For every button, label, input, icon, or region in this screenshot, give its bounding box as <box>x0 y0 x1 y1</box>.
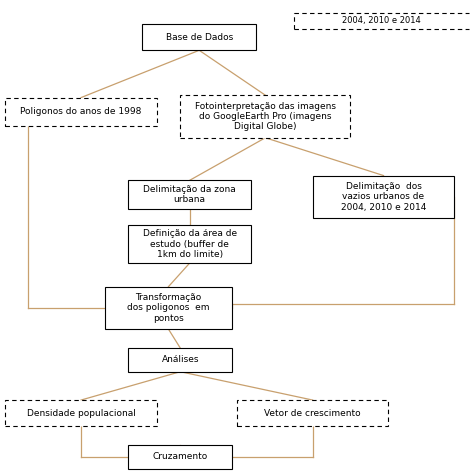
Text: Fotointerpretação das imagens
do GoogleEarth Pro (imagens
Digital Globe): Fotointerpretação das imagens do GoogleE… <box>195 101 336 131</box>
Text: 2004, 2010 e 2014: 2004, 2010 e 2014 <box>342 16 420 25</box>
FancyBboxPatch shape <box>313 175 455 218</box>
FancyBboxPatch shape <box>180 95 350 138</box>
Text: Vetor de crescimento: Vetor de crescimento <box>264 409 361 418</box>
FancyBboxPatch shape <box>105 287 232 329</box>
Text: Cruzamento: Cruzamento <box>153 452 208 461</box>
Text: Análises: Análises <box>162 356 199 365</box>
Text: Densidade populacional: Densidade populacional <box>27 409 136 418</box>
FancyBboxPatch shape <box>128 180 251 209</box>
Text: Poligonos do anos de 1998: Poligonos do anos de 1998 <box>20 107 142 116</box>
FancyBboxPatch shape <box>237 400 388 426</box>
FancyBboxPatch shape <box>128 348 232 372</box>
FancyBboxPatch shape <box>128 225 251 263</box>
FancyBboxPatch shape <box>143 24 256 50</box>
FancyBboxPatch shape <box>128 445 232 469</box>
Text: Definição da área de
estudo (buffer de
1km do limite): Definição da área de estudo (buffer de 1… <box>143 229 237 259</box>
Text: Delimitação  dos
vazios urbanos de
2004, 2010 e 2014: Delimitação dos vazios urbanos de 2004, … <box>341 182 426 212</box>
Text: Transformação
dos poligonos  em
pontos: Transformação dos poligonos em pontos <box>127 293 210 323</box>
FancyBboxPatch shape <box>5 98 156 126</box>
FancyBboxPatch shape <box>5 400 156 426</box>
Text: Base de Dados: Base de Dados <box>165 33 233 42</box>
Text: Delimitação da zona
urbana: Delimitação da zona urbana <box>143 185 236 204</box>
